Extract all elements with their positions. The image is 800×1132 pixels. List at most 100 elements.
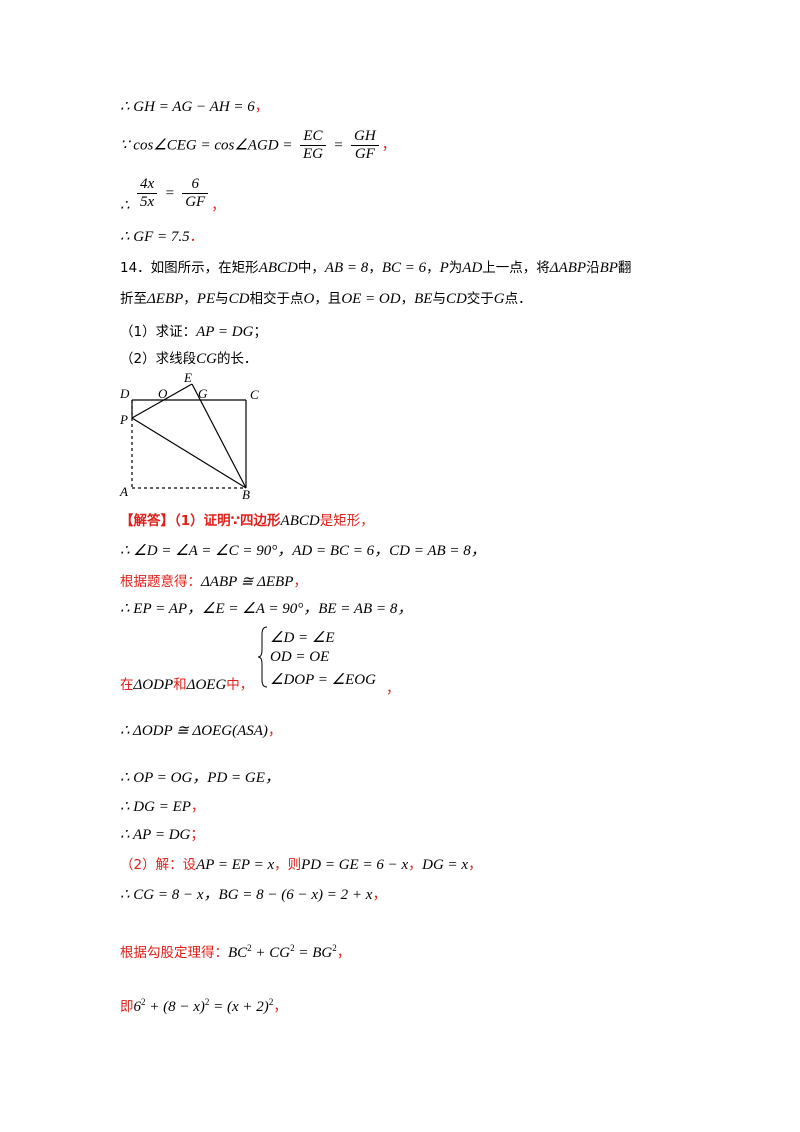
comma: ， — [273, 999, 288, 1015]
math: BC = 6 — [381, 260, 427, 276]
math: AP = DG — [196, 324, 254, 340]
equals: = — [164, 185, 175, 202]
segment-pe — [131, 383, 193, 419]
system-eq-2: OD = OE — [270, 649, 330, 665]
math: ∴ EP = AP，∠E = ∠A = 90°，BE = AB = 8， — [120, 601, 413, 617]
text: ， — [183, 291, 197, 307]
text: 中， — [297, 260, 325, 276]
text: ， — [368, 260, 382, 276]
comma: ， — [211, 197, 226, 214]
text: ，且 — [314, 291, 342, 307]
text: 在 — [120, 677, 134, 693]
system-eq-1: ∠D = ∠E — [270, 630, 335, 646]
question-2: （2）求线段CG的长． — [120, 350, 257, 368]
math: AD — [462, 260, 483, 276]
equals: = — [333, 137, 344, 154]
math: ∴ ∠D = ∠A = ∠C = 90°，AD = BC = 6，CD = AB… — [120, 543, 486, 559]
segment-pb — [131, 417, 247, 489]
comma: ， — [372, 887, 387, 903]
solution-line-13: 即62 + (8 − x)2 = (x + 2)2， — [120, 993, 287, 1016]
text: 中， — [226, 677, 254, 693]
math: PE — [196, 291, 216, 307]
text: 翻 — [617, 260, 632, 276]
system-comma: ， — [386, 681, 400, 697]
comma: ， — [381, 137, 396, 154]
comma: ， — [408, 857, 423, 873]
text: （2）解：设 — [120, 857, 197, 873]
comma: ， — [254, 99, 269, 115]
system-eq-3: ∠DOP = ∠EOG — [270, 672, 376, 688]
text: 与 — [432, 291, 446, 307]
text: 为 — [448, 260, 463, 276]
fraction-6-gf: 6 GF — [182, 176, 209, 211]
math: ΔABP — [549, 260, 587, 276]
comma: ， — [190, 799, 205, 815]
segment-eb — [191, 383, 247, 489]
line-gf: ∴ GF = 7.5． — [120, 228, 204, 246]
math: DG = x — [422, 857, 469, 873]
label-o: O — [158, 386, 168, 401]
comma: ， — [293, 574, 308, 590]
text: 交于 — [466, 291, 494, 307]
text: ，则 — [274, 857, 302, 873]
math: ∴ AP = DG — [120, 827, 191, 843]
text: ， — [400, 291, 415, 307]
label-c: C — [250, 387, 259, 402]
math-gf: ∴ GF = 7.5 — [120, 229, 190, 245]
fraction-ec-eg: EC EG — [299, 128, 326, 163]
math: AP = EP = x — [196, 857, 275, 873]
fraction-4x-5x: 4x 5x — [137, 176, 158, 211]
period: ． — [189, 229, 204, 245]
text: ， — [426, 260, 440, 276]
line-gh: ∴ GH = AG − AH = 6， — [120, 98, 269, 116]
question-1: （1）求证：AP = DG； — [120, 323, 267, 341]
text: 根据勾股定理得： — [120, 945, 228, 961]
text: 的长． — [216, 351, 258, 367]
text: 相交于点 — [249, 291, 304, 307]
text: 14．如图所示，在矩形 — [120, 260, 259, 276]
brace-icon — [258, 626, 268, 688]
math: ΔOEG — [186, 677, 227, 693]
math: ∴ CG = 8 − x，BG = 8 − (6 − x) = 2 + x — [120, 887, 373, 903]
comma: ， — [468, 857, 483, 873]
geometry-figure: D O E G C P A B — [119, 372, 259, 502]
text: 【解答】（1）证明∵四边形 — [120, 513, 281, 529]
math: ΔODP — [133, 677, 174, 693]
comma: ， — [336, 945, 351, 961]
problem-line-1: 14．如图所示，在矩形ABCD中，AB = 8，BC = 6，P为AD上一点，将… — [120, 259, 631, 277]
text: 上一点，将 — [482, 260, 550, 276]
text: 即 — [120, 999, 134, 1015]
solution-line-8: ∴ DG = EP， — [120, 798, 205, 816]
math-equation: 62 + (8 − x)2 = (x + 2)2 — [133, 997, 274, 1015]
solution-line-5: 在ΔODP和ΔOEG中， — [120, 676, 253, 694]
math: ∴ DG = EP — [120, 799, 191, 815]
math: PD = GE = 6 − x — [301, 857, 409, 873]
label-a: A — [119, 484, 128, 499]
label-e: E — [183, 372, 192, 385]
math: ΔABP ≅ ΔEBP — [201, 574, 294, 590]
label-g: G — [198, 386, 208, 401]
math: P — [439, 260, 449, 276]
text: 折至 — [120, 291, 147, 307]
solution-line-4: ∴ EP = AP，∠E = ∠A = 90°，BE = AB = 8， — [120, 600, 412, 618]
label-p: P — [119, 412, 128, 427]
solution-line-1: 【解答】（1）证明∵四边形ABCD是矩形， — [120, 512, 374, 530]
solution-line-7: ∴ OP = OG，PD = GE， — [120, 769, 280, 787]
math: OE = OD — [341, 291, 401, 307]
text: （2）求线段 — [120, 351, 197, 367]
solution-line-2: ∴ ∠D = ∠A = ∠C = 90°，AD = BC = 6，CD = AB… — [120, 542, 486, 560]
text: 根据题意得： — [120, 574, 201, 590]
text: （1）求证： — [120, 324, 197, 340]
math-gh: ∴ GH = AG − AH = 6 — [120, 99, 255, 115]
solution-line-6: ∴ ΔODP ≅ ΔOEG(ASA)， — [120, 722, 282, 740]
text: 沿 — [586, 260, 600, 276]
solution-line-9: ∴ AP = DG； — [120, 826, 204, 844]
math: ABCD — [280, 513, 320, 529]
math: BE — [414, 291, 433, 307]
text: 是矩形， — [319, 513, 374, 529]
line-ratio: ∴ 4x 5x = 6 GF， — [120, 176, 226, 214]
label-d: D — [119, 386, 130, 401]
problem-line-2: 折至ΔEBP，PE与CD相交于点O，且OE = OD，BE与CD交于G点． — [120, 290, 532, 308]
math: AB = 8 — [324, 260, 369, 276]
math: CG — [196, 351, 217, 367]
